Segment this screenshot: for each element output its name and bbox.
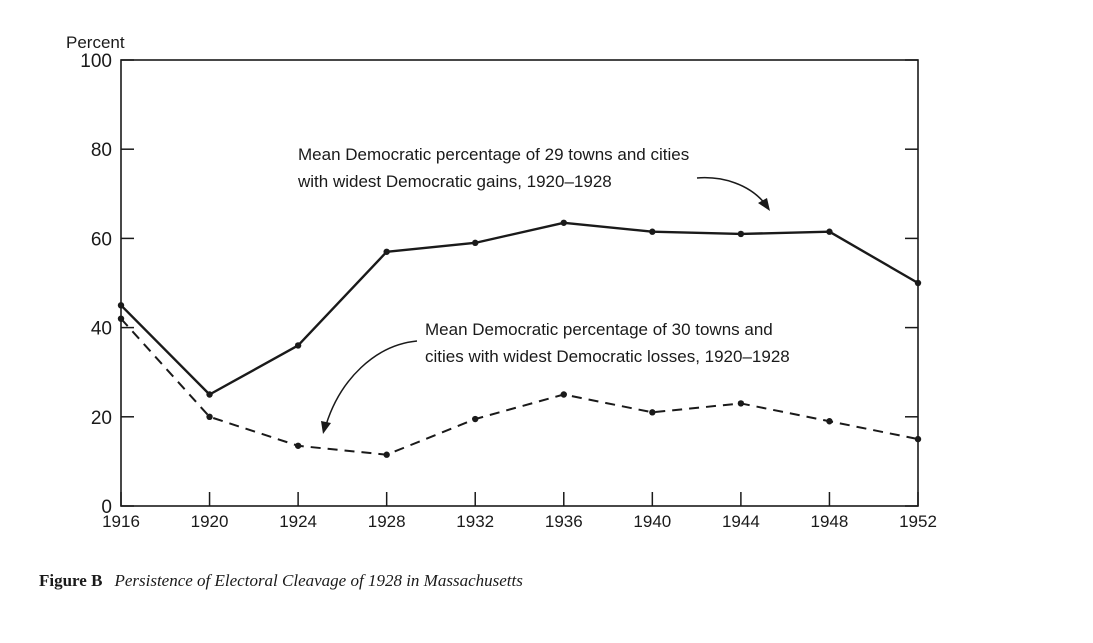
- x-tick-label: 1944: [722, 512, 760, 531]
- figure-caption-label: Figure B: [39, 571, 103, 590]
- data-point-losses: [294, 442, 302, 449]
- x-tick-label: 1936: [545, 512, 583, 531]
- data-point-losses: [117, 315, 125, 322]
- data-point-losses: [560, 391, 567, 398]
- y-tick-label: 20: [91, 408, 112, 429]
- y-tick-label: 0: [101, 497, 112, 518]
- annotation-losses-arrow: [325, 340, 418, 426]
- x-tick-label: 1916: [102, 512, 140, 531]
- data-point-gains: [649, 228, 656, 235]
- y-tick-label: 40: [91, 319, 112, 340]
- data-point-gains: [472, 239, 479, 247]
- data-point-losses: [472, 415, 479, 423]
- x-axis-ticks: 1916 1920 1924 1928 1932 1936 1940 1944 1948 1952: [102, 492, 937, 531]
- data-point-losses: [649, 409, 656, 416]
- y-axis-label: Percent: [66, 33, 125, 52]
- annotation-losses-line2: cities with widest Democratic losses, 19…: [425, 347, 790, 366]
- data-point-gains: [294, 342, 302, 349]
- annotation-losses: Mean Democratic percentage of 30 towns a…: [321, 320, 790, 434]
- data-point-losses: [826, 418, 833, 425]
- plot-frame: [120, 59, 919, 507]
- figure-caption-title: Persistence of Electoral Cleavage of 192…: [114, 571, 523, 590]
- series-line-losses: [120, 318, 919, 456]
- data-point-gains: [383, 248, 390, 255]
- x-tick-label: 1952: [899, 512, 937, 531]
- x-tick-label: 1924: [279, 512, 317, 531]
- y-tick-label: 80: [91, 140, 112, 161]
- x-tick-label: 1920: [191, 512, 229, 531]
- data-point-losses: [206, 413, 213, 420]
- y-axis-ticks: 0 20 40 60 80 100: [80, 51, 918, 518]
- series-layer: [117, 219, 922, 458]
- annotation-gains-arrow: [696, 176, 767, 206]
- annotation-gains-line2: with widest Democratic gains, 1920–1928: [297, 172, 612, 191]
- data-point-losses: [737, 400, 745, 407]
- data-point-losses: [383, 451, 390, 458]
- annotation-gains-line1: Mean Democratic percentage of 29 towns a…: [298, 145, 689, 164]
- x-tick-label: 1948: [811, 512, 849, 531]
- figure-caption: Figure B Persistence of Electoral Cleavag…: [39, 571, 523, 591]
- x-tick-label: 1940: [633, 512, 671, 531]
- annotation-losses-arrowhead: [321, 421, 331, 434]
- annotation-gains: Mean Democratic percentage of 29 towns a…: [297, 145, 770, 211]
- annotation-gains-arrowhead: [758, 198, 770, 211]
- data-point-gains: [914, 279, 922, 287]
- data-point-gains: [560, 219, 567, 226]
- data-point-losses: [914, 435, 922, 443]
- annotation-losses-line1: Mean Democratic percentage of 30 towns a…: [425, 320, 773, 339]
- x-tick-label: 1932: [456, 512, 494, 531]
- data-point-gains: [826, 228, 833, 235]
- y-tick-label: 100: [80, 51, 112, 72]
- x-tick-label: 1928: [368, 512, 406, 531]
- series-line-gains: [120, 221, 919, 396]
- data-point-gains: [206, 391, 213, 398]
- data-point-gains: [737, 230, 745, 238]
- data-point-gains: [117, 302, 125, 309]
- y-tick-label: 60: [91, 229, 112, 250]
